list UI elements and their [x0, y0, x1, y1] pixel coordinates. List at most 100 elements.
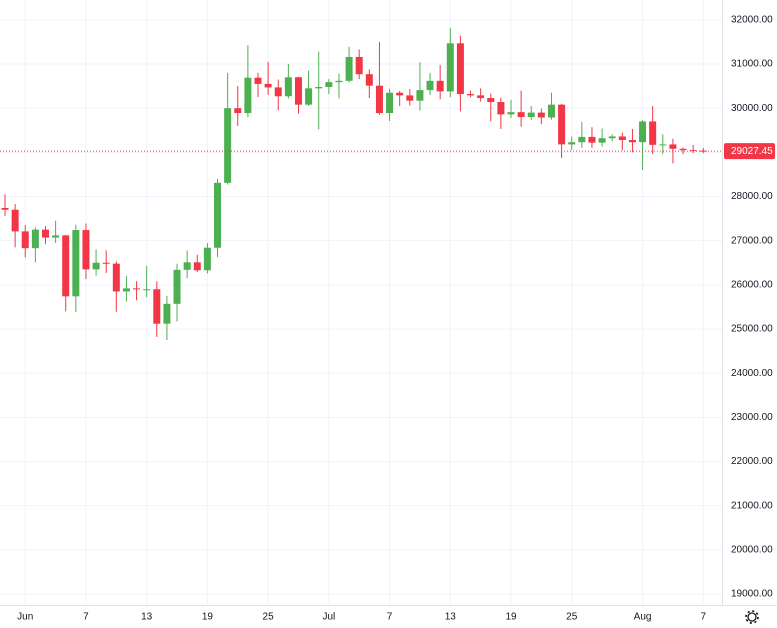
candle-body	[578, 136, 586, 143]
y-tick-label: 23000.00	[731, 412, 773, 423]
candle-body	[699, 150, 707, 152]
candle-body	[193, 262, 201, 271]
candle-body	[628, 139, 636, 143]
candle-body	[679, 148, 687, 151]
candle-body	[639, 121, 647, 143]
candle-body	[618, 136, 626, 140]
candle-body	[244, 77, 252, 114]
y-tick-label: 30000.00	[731, 103, 773, 114]
y-tick-label: 21000.00	[731, 500, 773, 511]
candle-body	[133, 288, 141, 290]
candle-body	[649, 121, 657, 145]
candle-body	[446, 43, 454, 92]
candle-body	[11, 209, 19, 232]
grid	[0, 0, 722, 605]
y-tick-label: 22000.00	[731, 456, 773, 467]
x-tick-label: 13	[445, 612, 457, 623]
candle-body	[426, 80, 434, 91]
candle-body	[325, 82, 333, 87]
candle-body	[284, 77, 292, 97]
candle-body	[92, 262, 100, 270]
candle-body	[558, 104, 566, 145]
last-price-tag	[724, 143, 775, 160]
candle-body	[497, 102, 505, 115]
y-tick-label: 27000.00	[731, 235, 773, 246]
last-price-label: 29027.45	[731, 146, 773, 157]
candle-body	[345, 56, 353, 81]
candle-body	[203, 247, 211, 271]
candle-body	[487, 98, 495, 103]
candle-body	[517, 112, 525, 118]
candle-body	[527, 112, 535, 118]
candle-body	[315, 86, 323, 89]
y-tick-label: 26000.00	[731, 279, 773, 290]
y-tick-label: 32000.00	[731, 15, 773, 26]
candle-body	[406, 95, 414, 101]
y-tick-label: 25000.00	[731, 324, 773, 335]
candle-body	[477, 95, 485, 99]
candle-body	[335, 80, 343, 83]
candle-body	[102, 262, 110, 264]
candle-body	[547, 104, 555, 118]
candle-body	[163, 303, 171, 324]
candle-body	[416, 90, 424, 101]
candle-body	[659, 144, 667, 146]
candle-body	[21, 231, 29, 249]
candle-body	[507, 112, 515, 115]
candle-body	[436, 80, 444, 92]
candle-body	[386, 92, 394, 114]
candle-body	[224, 108, 232, 183]
candle-body	[305, 88, 313, 105]
candle-body	[456, 43, 464, 95]
candle-body	[62, 235, 70, 297]
candle-body	[568, 142, 576, 145]
candle-body	[254, 77, 262, 84]
candle-body	[52, 235, 60, 238]
candle-body	[214, 182, 222, 248]
candle-body	[294, 77, 302, 105]
candle-body	[375, 85, 383, 114]
candle-body	[537, 112, 545, 118]
x-tick-label: 25	[263, 612, 275, 623]
candle-body	[41, 229, 49, 238]
y-tick-label: 19000.00	[731, 589, 773, 600]
candle-body	[183, 262, 191, 270]
candle-body	[396, 92, 404, 96]
candle-body	[234, 108, 242, 114]
candle-body	[274, 87, 282, 97]
gear-ring	[747, 612, 757, 622]
candle-body	[72, 230, 80, 297]
y-tick-label: 20000.00	[731, 544, 773, 555]
x-tick-label: Jul	[322, 612, 335, 623]
candle-body	[467, 94, 475, 96]
x-tick-label: 7	[387, 612, 393, 623]
candle-body	[365, 74, 373, 86]
x-tick-label: Jun	[17, 612, 33, 623]
candle-body	[608, 136, 616, 139]
candle-body	[112, 263, 120, 292]
candle-body	[669, 144, 677, 149]
x-tick-label: 19	[505, 612, 517, 623]
y-tick-label: 31000.00	[731, 59, 773, 70]
candle-body	[122, 288, 130, 292]
gear-teeth	[745, 610, 759, 624]
candle-body	[588, 136, 596, 143]
candles	[1, 27, 707, 341]
candle-body	[355, 56, 363, 75]
settings-icon[interactable]	[745, 610, 759, 624]
candle-body	[1, 207, 9, 210]
candle-body	[31, 229, 39, 249]
x-tick-label: 25	[566, 612, 578, 623]
candle-body	[173, 269, 181, 304]
y-tick-label: 28000.00	[731, 191, 773, 202]
x-tick-label: 19	[202, 612, 214, 623]
x-tick-label: 7	[83, 612, 89, 623]
candle-body	[82, 230, 90, 270]
y-tick-label: 24000.00	[731, 368, 773, 379]
candle-body	[598, 138, 606, 143]
candle-body	[153, 289, 161, 324]
x-tick-label: 13	[141, 612, 153, 623]
candle-body	[264, 83, 272, 88]
